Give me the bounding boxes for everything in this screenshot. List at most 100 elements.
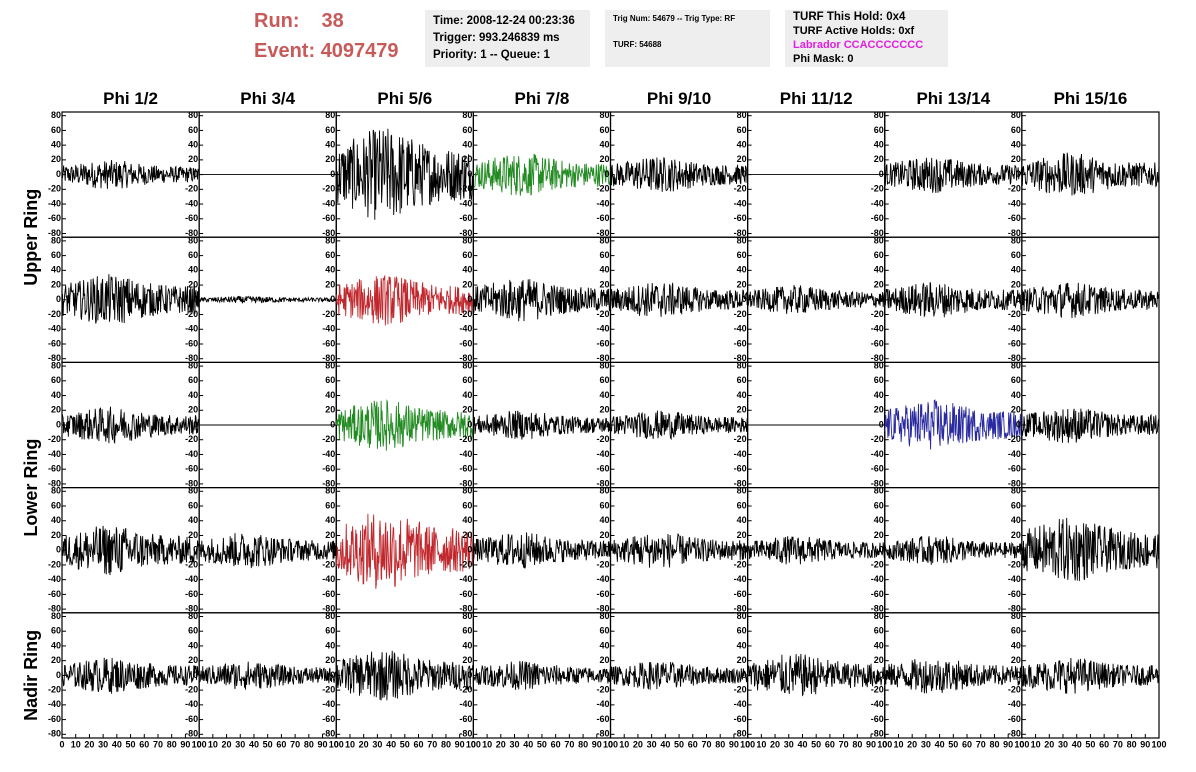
x-tick-label: 100	[877, 739, 892, 749]
y-tick-label: -20	[322, 559, 335, 569]
y-tick-label: -60	[871, 338, 884, 348]
y-tick-label: 80	[874, 235, 884, 245]
x-tick-label: 0	[608, 739, 613, 749]
x-tick-label: 50	[263, 739, 273, 749]
y-tick-label: 40	[599, 515, 609, 525]
x-tick-label: 60	[1099, 739, 1109, 749]
y-tick-label: -80	[48, 228, 61, 238]
x-tick-label: 80	[852, 739, 862, 749]
y-tick-label: 0	[330, 169, 335, 179]
y-tick-label: -80	[185, 729, 198, 739]
panel: -80 -60 -40 -20 0 20 40 60 80	[1008, 486, 1160, 613]
y-tick-label: 80	[462, 110, 472, 120]
panel: -80 -60 -40 -20 0 20 40 60 80	[596, 486, 749, 613]
x-tick-label: 60	[551, 739, 561, 749]
column-title: Phi 1/2	[103, 89, 158, 108]
y-tick-label: 80	[599, 611, 609, 621]
y-tick-label: 0	[604, 294, 609, 304]
y-tick-label: -40	[48, 449, 61, 459]
y-tick-label: -40	[734, 198, 747, 208]
x-tick-label: 0	[1019, 739, 1024, 749]
waveform	[472, 661, 611, 690]
row-title: Lower Ring	[21, 439, 41, 537]
y-tick-label: 20	[1011, 405, 1021, 415]
y-tick-label: 40	[1011, 640, 1021, 650]
y-tick-label: 20	[737, 405, 747, 415]
x-tick-label: 50	[400, 739, 410, 749]
y-tick-label: 0	[193, 545, 198, 555]
waveform	[335, 275, 474, 326]
y-tick-label: -20	[48, 184, 61, 194]
y-tick-label: -60	[734, 464, 747, 474]
y-tick-label: 80	[188, 235, 198, 245]
panel: -80 -60 -40 -20 0 20 40 60 80	[48, 110, 200, 238]
y-tick-label: -80	[734, 353, 747, 363]
x-tick-label: 0	[59, 739, 64, 749]
waveform	[1021, 657, 1160, 694]
panel: -80 -60 -40 -20 0 20 40 60 80	[459, 486, 612, 613]
y-tick-label: -60	[871, 213, 884, 223]
panel: -80 -60 -40 -20 0 20 40 60 80	[185, 110, 337, 238]
run-number: 38	[321, 10, 344, 32]
y-tick-label: -80	[185, 353, 198, 363]
y-tick-label: 80	[325, 360, 335, 370]
x-tick-label: 20	[770, 739, 780, 749]
y-tick-label: 0	[604, 169, 609, 179]
info-line: Phi Mask: 0	[793, 53, 854, 65]
y-tick-label: 80	[1011, 611, 1021, 621]
panel: -80 -60 -40 -20 0 20 40 60 80	[459, 360, 612, 488]
y-tick-label: -20	[596, 184, 609, 194]
y-tick-label: 60	[599, 375, 609, 385]
y-tick-label: -20	[1008, 434, 1021, 444]
y-tick-label: 20	[599, 655, 609, 665]
y-tick-label: 60	[1011, 500, 1021, 510]
y-tick-label: 0	[1016, 545, 1021, 555]
y-tick-label: 40	[599, 640, 609, 650]
y-tick-label: -20	[871, 685, 884, 695]
y-tick-label: -60	[185, 464, 198, 474]
info-line: TURF: 54688	[613, 40, 662, 49]
y-tick-label: -80	[1008, 228, 1021, 238]
y-tick-label: -80	[185, 478, 198, 488]
y-tick-label: 60	[325, 500, 335, 510]
waveform	[335, 398, 474, 451]
y-tick-label: -40	[596, 699, 609, 709]
y-tick-label: 0	[742, 169, 747, 179]
y-tick-label: -20	[459, 685, 472, 695]
y-tick-label: 60	[737, 125, 747, 135]
waveform	[61, 657, 200, 694]
y-tick-label: -60	[871, 464, 884, 474]
y-tick-label: -40	[734, 324, 747, 334]
y-tick-label: -20	[459, 184, 472, 194]
y-tick-label: -40	[871, 198, 884, 208]
y-tick-label: -60	[459, 338, 472, 348]
x-tick-label: 50	[674, 739, 684, 749]
y-tick-label: 40	[1011, 140, 1021, 150]
x-tick-label: 100	[192, 739, 207, 749]
x-tick-label: 100	[1014, 739, 1029, 749]
y-tick-label: -40	[185, 324, 198, 334]
y-tick-label: 40	[1011, 390, 1021, 400]
panel: -80 -60 -40 -20 0 20 40 60 80	[48, 360, 200, 488]
panel: -80 -60 -40 -20 0 20 40 60 80	[871, 360, 1023, 488]
y-tick-label: 20	[599, 405, 609, 415]
y-tick-label: -60	[734, 589, 747, 599]
y-tick-label: 0	[1016, 169, 1021, 179]
y-tick-label: -60	[596, 464, 609, 474]
x-tick-label: 80	[989, 739, 999, 749]
y-tick-label: 20	[51, 655, 61, 665]
waveform	[61, 274, 200, 324]
x-tick-label: 100	[329, 739, 344, 749]
x-tick-label: 40	[523, 739, 533, 749]
y-tick-label: -60	[1008, 714, 1021, 724]
y-tick-label: -60	[322, 464, 335, 474]
y-tick-label: 80	[737, 611, 747, 621]
y-tick-label: 60	[462, 500, 472, 510]
y-tick-label: 80	[188, 611, 198, 621]
y-tick-label: -20	[734, 309, 747, 319]
x-tick-label: 10	[893, 739, 903, 749]
column-title: Phi 7/8	[515, 89, 570, 108]
y-tick-label: -40	[322, 574, 335, 584]
